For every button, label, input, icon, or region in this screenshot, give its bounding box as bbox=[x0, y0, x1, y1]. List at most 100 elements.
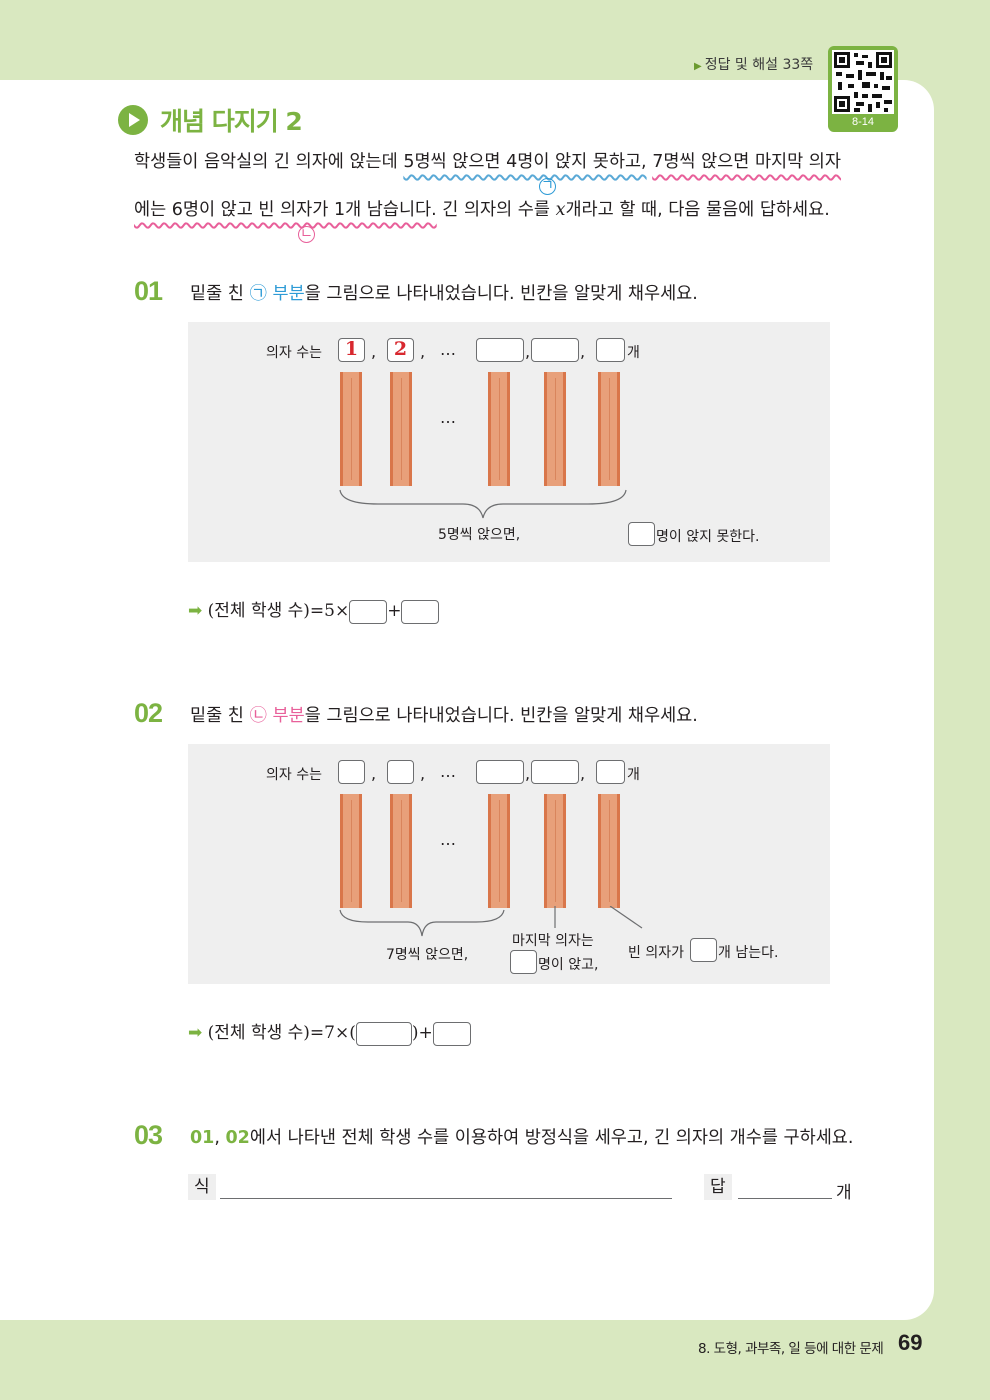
q1-text-b: 을 그림으로 나타내었습니다. 빈칸을 알맞게 채우세요. bbox=[304, 284, 698, 304]
question-number-1: 01 bbox=[134, 276, 163, 306]
q3-text: 에서 나타낸 전체 학생 수를 이용하여 방정식을 세우고, 긴 의자의 개수를… bbox=[249, 1128, 854, 1148]
ellipsis: … bbox=[440, 340, 456, 359]
intro-line-1: 학생들이 음악실의 긴 의자에 앉는데 5명씩 앉으면 4명이 앉지 못하고, … bbox=[134, 148, 841, 173]
concept-title: 개념 다지기 2 bbox=[118, 104, 303, 136]
intro-text: 개라고 할 때, 다음 물음에 답하세요. bbox=[565, 200, 830, 220]
answer-blank[interactable] bbox=[510, 950, 537, 974]
last-chair-label-2: 명이 앉고, bbox=[538, 957, 599, 973]
answer-blank[interactable] bbox=[531, 760, 579, 784]
chair-bench bbox=[598, 372, 620, 486]
chair-bench bbox=[488, 372, 510, 486]
question-number-3: 03 bbox=[134, 1120, 163, 1150]
chair-bench bbox=[390, 794, 412, 908]
intro-line-2: 에는 6명이 앉고 빈 의자가 1개 남습니다. 긴 의자의 수를 x개라고 할… bbox=[134, 196, 830, 221]
brace-label: 5명씩 앉으면, bbox=[438, 527, 521, 543]
q3-ref-sep: , bbox=[214, 1128, 226, 1148]
figure-2: 의자 수는 , , … , , 개 … 7명씩 앉으면, 마지막 의자는 명이 … bbox=[188, 744, 830, 984]
answer-unit: 개 bbox=[836, 1183, 852, 1203]
chair-bench bbox=[544, 372, 566, 486]
answer-blank[interactable] bbox=[476, 760, 524, 784]
chair-bench bbox=[390, 372, 412, 486]
comma: , bbox=[580, 342, 586, 361]
answer-label: 답 bbox=[704, 1174, 732, 1200]
ellipsis: … bbox=[440, 408, 456, 427]
chairs-label: 의자 수는 bbox=[266, 767, 322, 783]
formula-2: ➡ (전체 학생 수)=7×( )+ bbox=[188, 1018, 471, 1046]
q2-mark: ㉡ 부분 bbox=[249, 706, 305, 726]
comma: , bbox=[525, 342, 531, 361]
chair-bench bbox=[340, 372, 362, 486]
answer-reference: ▶ 정답 및 해설 33쪽 bbox=[694, 54, 813, 74]
question-number-2: 02 bbox=[134, 698, 163, 728]
answer-blank[interactable] bbox=[531, 338, 579, 362]
expression-label: 식 bbox=[188, 1174, 216, 1200]
figure-1: 의자 수는 1 , 2 , … , , 개 … 5명씩 앉으면, 명이 앉지 못… bbox=[188, 322, 830, 562]
ellipsis: … bbox=[440, 762, 456, 781]
comma: , bbox=[420, 342, 426, 361]
concept-title-text: 개념 다지기 2 bbox=[160, 107, 303, 136]
underline-b-part-2: 에는 6명이 앉고 빈 의자가 1개 남습니다. bbox=[134, 200, 437, 220]
top-band bbox=[0, 0, 990, 80]
question-text-2: 밑줄 친 ㉡ 부분을 그림으로 나타내었습니다. 빈칸을 알맞게 채우세요. bbox=[190, 702, 698, 727]
comma: , bbox=[580, 764, 586, 783]
intro-text: 학생들이 음악실의 긴 의자에 앉는데 bbox=[134, 152, 404, 172]
filled-blank-2: 2 bbox=[387, 338, 414, 362]
last-chair-label: 마지막 의자는 bbox=[512, 933, 594, 949]
unit-label: 개 bbox=[627, 767, 640, 783]
answer-blank[interactable] bbox=[387, 760, 414, 784]
question-text-3: 01, 02에서 나타낸 전체 학생 수를 이용하여 방정식을 세우고, 긴 의… bbox=[190, 1124, 853, 1149]
qr-code-label: 8-14 bbox=[851, 116, 875, 128]
chapter-title: 8. 도형, 과부족, 일 등에 대한 문제 bbox=[698, 1341, 884, 1357]
variable-x: x bbox=[555, 200, 566, 220]
formula-1: ➡ (전체 학생 수)=5× + bbox=[188, 596, 440, 624]
answer-blank[interactable] bbox=[476, 338, 524, 362]
answer-blank[interactable] bbox=[355, 1021, 412, 1046]
plus-sign: + bbox=[387, 601, 402, 621]
filled-blank-1: 1 bbox=[338, 338, 365, 362]
qr-code-badge: 8-14 bbox=[828, 46, 898, 132]
answer-blank[interactable] bbox=[628, 522, 655, 546]
chairs-label: 의자 수는 bbox=[266, 345, 322, 361]
ellipsis: … bbox=[440, 830, 456, 849]
brace bbox=[339, 489, 627, 519]
chair-bench bbox=[598, 794, 620, 908]
answer-blank[interactable] bbox=[401, 599, 440, 624]
mark-b: ㄴ bbox=[298, 226, 315, 243]
answer-blank[interactable] bbox=[596, 338, 625, 362]
q1-mark: ㉠ 부분 bbox=[249, 284, 305, 304]
pointer-lines bbox=[554, 906, 643, 929]
q3-ref-a: 01 bbox=[190, 1128, 215, 1148]
qr-code bbox=[832, 50, 894, 114]
answer-blank[interactable] bbox=[338, 760, 365, 784]
bottom-band bbox=[0, 1320, 990, 1400]
unit-label: 개 bbox=[627, 345, 640, 361]
q2-text-b: 을 그림으로 나타내었습니다. 빈칸을 알맞게 채우세요. bbox=[304, 706, 698, 726]
answer-blank[interactable] bbox=[690, 938, 717, 962]
formula-text: )+ bbox=[411, 1023, 433, 1043]
formula-text: (전체 학생 수)=5× bbox=[207, 601, 350, 621]
comma: , bbox=[420, 764, 426, 783]
answer-blank[interactable] bbox=[432, 1021, 471, 1046]
comma: , bbox=[525, 764, 531, 783]
q3-ref-b: 02 bbox=[225, 1128, 250, 1148]
intro-text: 긴 의자의 수를 bbox=[436, 200, 556, 220]
arrow-right-icon: ➡ bbox=[188, 601, 203, 621]
question-text-1: 밑줄 친 ㉠ 부분을 그림으로 나타내었습니다. 빈칸을 알맞게 채우세요. bbox=[190, 280, 698, 305]
q2-text-a: 밑줄 친 bbox=[190, 706, 250, 726]
answer-reference-text: 정답 및 해설 33쪽 bbox=[704, 57, 814, 73]
page-number: 69 bbox=[898, 1330, 923, 1355]
empty-chair-label-2: 개 남는다. bbox=[718, 945, 779, 961]
chair-bench bbox=[488, 794, 510, 908]
answer-blank[interactable] bbox=[349, 599, 388, 624]
page-panel bbox=[0, 80, 934, 1320]
expression-line[interactable] bbox=[220, 1198, 672, 1199]
arrow-right-icon: ➡ bbox=[188, 1023, 203, 1043]
formula-text: (전체 학생 수)=7×( bbox=[207, 1023, 356, 1043]
remain-label: 명이 앉지 못한다. bbox=[656, 529, 760, 545]
comma: , bbox=[371, 764, 377, 783]
play-icon bbox=[118, 105, 148, 135]
empty-chair-label: 빈 의자가 bbox=[628, 945, 684, 961]
mark-a: ㄱ bbox=[539, 178, 556, 195]
answer-line[interactable] bbox=[738, 1198, 832, 1199]
answer-blank[interactable] bbox=[596, 760, 625, 784]
